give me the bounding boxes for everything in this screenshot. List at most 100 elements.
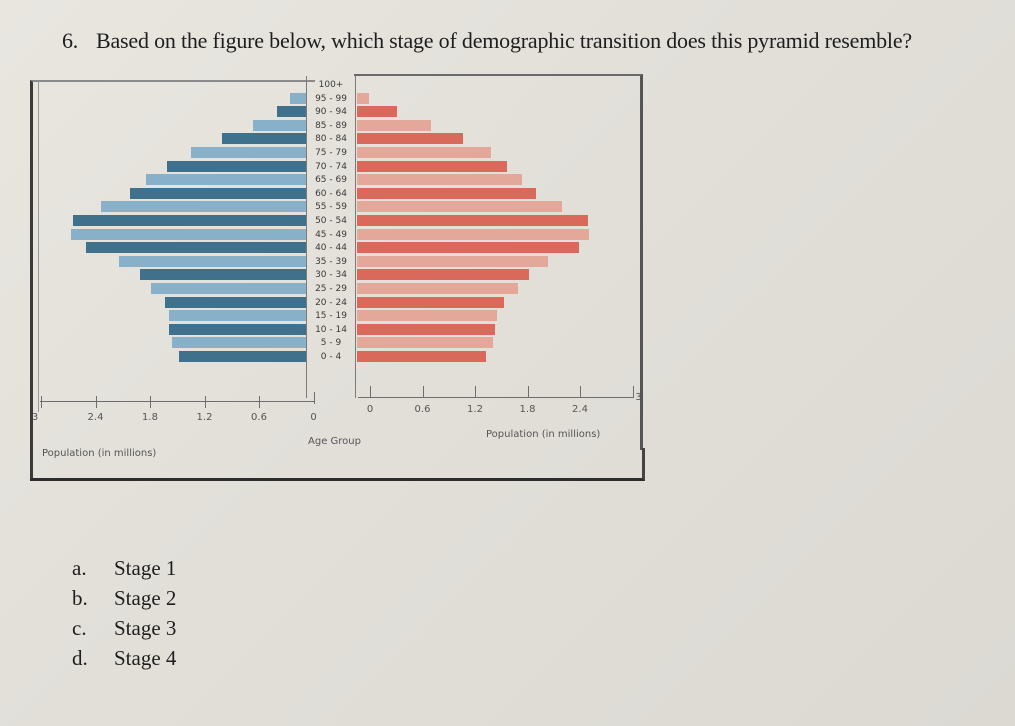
- left-tick-label: 1.2: [196, 412, 213, 423]
- left-tick: [95, 396, 97, 408]
- choice-d[interactable]: d. Stage 4: [72, 643, 176, 673]
- left-x-axis: [40, 401, 314, 402]
- right-bar: [357, 174, 522, 186]
- left-bar: [178, 351, 306, 362]
- age-group-label: 80 - 84: [315, 134, 347, 145]
- age-group-label: 30 - 34: [315, 270, 347, 281]
- age-group-label: 15 - 19: [315, 311, 347, 322]
- pyramid-bars: [24, 74, 644, 474]
- left-bar: [253, 119, 306, 131]
- choice-a[interactable]: a. Stage 1: [72, 553, 176, 583]
- right-bar: [357, 337, 493, 349]
- left-bar: [151, 283, 306, 294]
- right-bar: [357, 255, 548, 267]
- left-tick: [259, 396, 260, 408]
- center-axis-title: Age Group: [308, 436, 361, 447]
- left-bar: [101, 201, 306, 213]
- left-bar: [166, 160, 306, 172]
- right-bar: [357, 283, 519, 294]
- right-bar: [357, 147, 491, 158]
- age-group-label: 60 - 64: [315, 188, 347, 199]
- age-group-label: 0 - 4: [320, 352, 342, 362]
- right-tick-label: 0.6: [414, 404, 431, 415]
- right-tick-label: 1.8: [519, 404, 536, 415]
- left-bar: [276, 106, 306, 118]
- right-bar: [357, 296, 504, 308]
- population-pyramid-figure: 100+ 95 - 99 90 - 94 85 - 89 80 - 84 75 - 79 7…: [24, 74, 645, 482]
- left-bar: [164, 296, 306, 308]
- left-bar: [140, 269, 306, 281]
- choice-label: Stage 2: [114, 586, 177, 610]
- left-bar: [222, 133, 306, 145]
- right-tick: [422, 386, 424, 398]
- left-bar: [172, 337, 306, 349]
- age-group-label: 35 - 39: [315, 256, 347, 267]
- choice-b[interactable]: b. Stage 2: [72, 583, 176, 613]
- left-bar: [168, 310, 306, 322]
- choice-label: Stage 4: [114, 646, 177, 670]
- choice-letter: b.: [72, 586, 88, 610]
- left-bar: [71, 228, 306, 240]
- age-group-label: 55 - 59: [315, 202, 347, 213]
- question-prompt: Based on the figure below, which stage o…: [96, 28, 912, 53]
- left-tick: [41, 396, 42, 408]
- plot-border: [38, 82, 39, 412]
- choice-letter: c.: [72, 616, 87, 640]
- right-tick-label: 1.2: [467, 404, 483, 415]
- right-bar: [357, 228, 590, 240]
- right-tick: [580, 386, 581, 398]
- left-axis-title: Population (in millions): [42, 448, 157, 459]
- right-tick-label: 0: [366, 404, 374, 415]
- age-group-label: 95 - 99: [315, 93, 347, 104]
- age-group-label: 5 - 9: [320, 338, 342, 349]
- left-tick-label: 2.4: [87, 412, 104, 423]
- right-tick: [632, 386, 634, 398]
- right-bar: [357, 201, 563, 213]
- figure-frame-right: [354, 74, 643, 450]
- age-group-label: 40 - 44: [315, 243, 347, 254]
- right-tick: [370, 386, 371, 398]
- left-bar: [168, 323, 306, 335]
- question-text: 6. Based on the figure below, which stage…: [62, 28, 912, 54]
- right-tick: [527, 386, 529, 398]
- age-group-labels: 100+ 95 - 99 90 - 94 85 - 89 80 - 84 75 - 79 7…: [306, 76, 356, 398]
- left-tick-label: 3: [31, 412, 39, 423]
- age-group-label: 65 - 69: [315, 175, 347, 186]
- left-bar: [85, 242, 306, 254]
- left-tick-label: 1.8: [142, 412, 158, 423]
- choice-letter: a.: [72, 556, 87, 580]
- age-group-label: 20 - 24: [315, 297, 347, 308]
- right-tick-label: 3: [635, 392, 642, 403]
- right-x-axis: [358, 397, 634, 398]
- right-bar: [357, 351, 487, 362]
- right-bar: [357, 310, 497, 322]
- choice-c[interactable]: c. Stage 3: [72, 613, 176, 643]
- left-bar: [119, 255, 306, 267]
- left-bar: [145, 174, 306, 186]
- age-group-label: 100+: [318, 80, 344, 90]
- right-bar: [357, 323, 496, 335]
- left-bar: [191, 147, 306, 158]
- age-group-label: 10 - 14: [315, 324, 347, 335]
- answer-choices: a. Stage 1 b. Stage 2 c. Stage 3 d. Stage 4: [72, 553, 176, 673]
- age-group-label: 90 - 94: [315, 107, 347, 118]
- right-axis-title: Population (in millions): [486, 429, 601, 440]
- age-group-label: 85 - 89: [315, 120, 347, 131]
- left-tick: [313, 392, 315, 404]
- left-tick-label: 0.6: [251, 412, 267, 423]
- right-bar: [357, 133, 464, 145]
- choice-letter: d.: [72, 646, 88, 670]
- left-bar: [289, 92, 306, 104]
- right-tick: [475, 386, 476, 398]
- left-tick: [150, 396, 151, 408]
- right-bar: [357, 269, 529, 281]
- left-tick-label: 0: [310, 412, 317, 423]
- right-bar: [357, 160, 507, 172]
- question-number: 6.: [62, 28, 79, 53]
- figure-frame-bottom: [30, 448, 645, 481]
- choice-label: Stage 1: [114, 556, 177, 580]
- choice-label: Stage 3: [114, 616, 177, 640]
- right-bar: [357, 92, 370, 104]
- left-tick: [204, 396, 206, 408]
- left-bar: [73, 215, 306, 226]
